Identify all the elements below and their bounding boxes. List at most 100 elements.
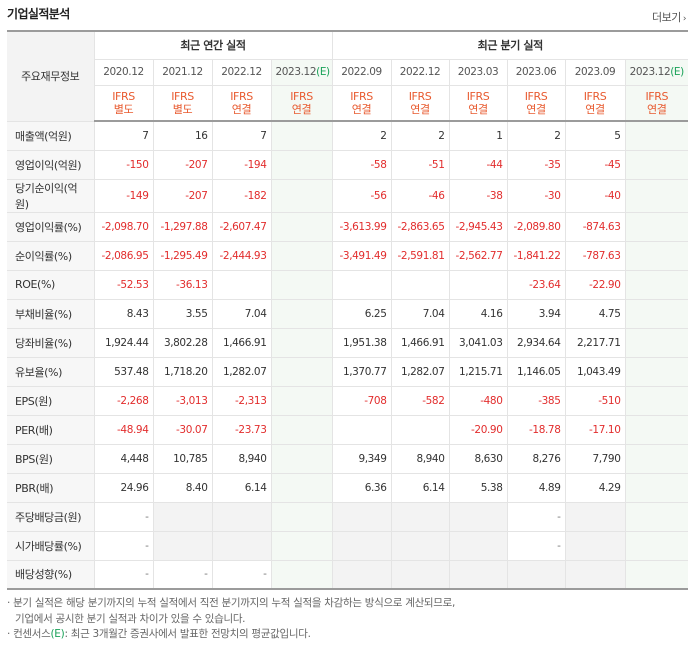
table-cell	[448, 559, 508, 590]
table-cell: -2,863.65	[390, 211, 450, 242]
table-cell: -20.90	[448, 414, 508, 445]
accounting-standard: IFRS 연결	[448, 84, 508, 122]
table-cell	[270, 327, 333, 358]
table-cell	[270, 443, 333, 474]
estimate-mark: (E)	[316, 66, 330, 78]
row-label: 당기순이익(억원)	[7, 178, 95, 213]
table-cell: -787.63	[564, 240, 626, 271]
table-cell: -582	[390, 385, 450, 416]
table-cell: 6.14	[390, 472, 450, 503]
period-header: 2021.12	[152, 58, 213, 86]
table-cell: -35	[506, 149, 566, 180]
standard-scope: 연결	[647, 102, 667, 116]
table-row: 영업이익(억원) -150 -207 -194 -58 -51 -44 -35 -45	[7, 149, 688, 180]
row-label: EPS(원)	[7, 385, 95, 416]
accounting-standard: IFRS 연결	[564, 84, 626, 122]
table-cell: 2	[390, 120, 450, 151]
table-cell: -	[506, 501, 566, 532]
standard-scope: 연결	[351, 102, 372, 116]
accounting-standard: IFRS 연결	[331, 84, 392, 122]
standard-scope: 연결	[291, 102, 312, 116]
row-label: PER(배)	[7, 414, 95, 445]
row-label: 순이익률(%)	[7, 240, 95, 271]
period-label: 2023.09	[574, 66, 616, 78]
period-label: 2020.12	[103, 66, 144, 78]
table-cell: -2,268	[93, 385, 154, 416]
table-row: 유보율(%) 537.48 1,718.20 1,282.07 1,370.77 1,28…	[7, 356, 688, 387]
row-label: 영업이익(억원)	[7, 149, 95, 180]
table-cell: -17.10	[564, 414, 626, 445]
period-label: 2022.09	[341, 66, 382, 78]
standard-scope: 연결	[410, 102, 430, 116]
period-header: 2023.12(E)	[270, 58, 333, 86]
table-cell: 1,282.07	[390, 356, 450, 387]
table-cell: 4.75	[564, 298, 626, 329]
table-cell	[390, 530, 450, 561]
table-cell	[564, 501, 626, 532]
financial-table: 주요재무정보 최근 연간 실적 최근 분기 실적 2020.12 2021.12 2…	[7, 30, 688, 590]
table-cell: -150	[93, 149, 154, 180]
table-cell	[390, 269, 450, 300]
row-label: BPS(원)	[7, 443, 95, 474]
table-row: BPS(원) 4,448 10,785 8,940 9,349 8,940 8,630 8,2…	[7, 443, 688, 474]
accounting-standard: IFRS 연결	[624, 84, 688, 122]
table-cell: 4,448	[93, 443, 154, 474]
accounting-standard: IFRS 연결	[270, 84, 333, 122]
table-cell	[506, 559, 566, 590]
table-cell: -1,297.88	[152, 211, 213, 242]
table-cell: 6.14	[211, 472, 272, 503]
table-row: 당기순이익(억원) -149 -207 -182 -56 -46 -38 -30 -40	[7, 178, 688, 213]
accounting-standard: IFRS 별도	[152, 84, 213, 122]
table-row: 매출액(억원) 7 16 7 2 2 1 2 5	[7, 120, 688, 151]
table-row: PER(배) -48.94 -30.07 -23.73 -20.90 -18.78 -17.…	[7, 414, 688, 445]
period-header: 2020.12	[93, 58, 154, 86]
standard-name: IFRS	[645, 89, 669, 103]
table-cell: -3,613.99	[331, 211, 392, 242]
annual-group-header: 최근 연간 실적	[93, 30, 333, 60]
table-cell: -149	[93, 178, 154, 213]
table-cell	[270, 501, 333, 532]
period-label: 2021.12	[162, 66, 203, 78]
table-cell: 4.16	[448, 298, 508, 329]
standard-scope: 연결	[526, 102, 546, 116]
footnote-1: · 분기 실적은 해당 분기까지의 누적 실적에서 직전 분기까지의 누적 실적…	[7, 597, 456, 609]
table-cell: -3,491.49	[331, 240, 392, 271]
table-cell: 1,951.38	[331, 327, 392, 358]
table-cell: 7,790	[564, 443, 626, 474]
footnote-2: · 컨센서스(E): 최근 3개월간 증권사에서 발표한 전망치의 평균값입니다…	[7, 627, 455, 643]
accounting-standard: IFRS 별도	[93, 84, 154, 122]
table-cell	[624, 530, 688, 561]
table-cell: -56	[331, 178, 392, 213]
standard-scope: 연결	[468, 102, 488, 116]
quarter-group-header: 최근 분기 실적	[331, 30, 688, 60]
table-cell	[448, 501, 508, 532]
table-cell: -2,562.77	[448, 240, 508, 271]
table-cell: 8,940	[211, 443, 272, 474]
period-header: 2022.12	[390, 58, 450, 86]
table-cell	[624, 211, 688, 242]
table-row: 부채비율(%) 8.43 3.55 7.04 6.25 7.04 4.16 3.94 4.75	[7, 298, 688, 329]
table-cell	[624, 269, 688, 300]
table-cell: -2,089.80	[506, 211, 566, 242]
period-label: 2023.12	[629, 66, 671, 78]
table-row: 당좌비율(%) 1,924.44 3,802.28 1,466.91 1,951.38 1…	[7, 327, 688, 358]
table-cell: 1,466.91	[211, 327, 272, 358]
table-cell: 5.38	[448, 472, 508, 503]
table-cell	[624, 559, 688, 590]
table-cell	[624, 149, 688, 180]
table-cell: -2,444.93	[211, 240, 272, 271]
footnote-2-pre: · 컨센서스	[7, 628, 51, 640]
table-cell	[331, 530, 392, 561]
table-cell	[331, 269, 392, 300]
table-cell: 7	[211, 120, 272, 151]
row-label: 영업이익률(%)	[7, 211, 95, 242]
table-cell: -52.53	[93, 269, 154, 300]
table-cell	[390, 559, 450, 590]
standard-scope: 별도	[172, 102, 193, 116]
table-cell: -46	[390, 178, 450, 213]
table-cell: 5	[564, 120, 626, 151]
table-cell: -182	[211, 178, 272, 213]
more-link[interactable]: 더보기 ›	[652, 9, 687, 25]
table-cell: -2,607.47	[211, 211, 272, 242]
table-cell	[624, 356, 688, 387]
